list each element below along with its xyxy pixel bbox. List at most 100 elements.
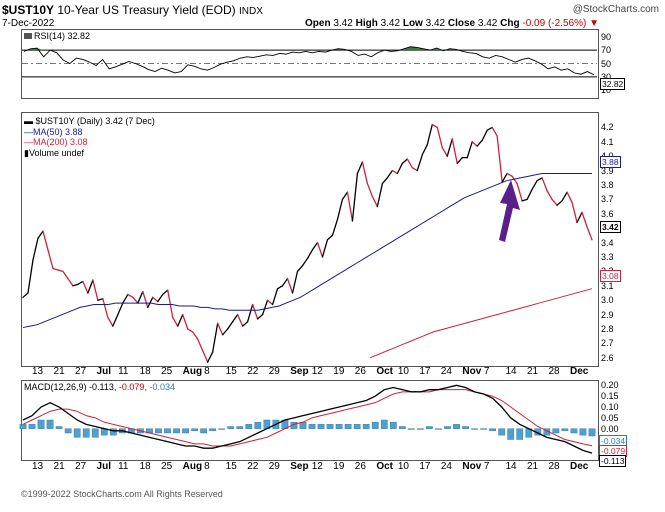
price-segment xyxy=(431,123,438,129)
macd-histogram-bar xyxy=(317,424,325,429)
open-value: 3.42 xyxy=(333,18,353,29)
macd-tick-label: 0.15 xyxy=(601,391,619,402)
macd-line-box: -0.113 xyxy=(599,455,627,467)
price-segment xyxy=(271,288,279,306)
rsi-overbought-fill xyxy=(436,48,444,51)
macd-histogram-bar xyxy=(398,426,406,429)
close-box: 3.42 xyxy=(600,221,621,233)
price-segment xyxy=(82,280,89,294)
price-segment xyxy=(172,316,179,327)
price-segment xyxy=(366,182,374,198)
price-segment xyxy=(436,126,443,149)
price-segment xyxy=(516,182,523,202)
x-tick-label: 24 xyxy=(440,366,452,377)
macd-histogram-bar xyxy=(173,428,180,434)
price-segment xyxy=(37,230,44,239)
price-segment xyxy=(486,126,493,131)
x-tick-label: 19 xyxy=(333,366,345,377)
price-legend: ▬ $UST10Y (Daily) 3.42 (7 Dec) —MA(50) 3… xyxy=(24,116,155,158)
x-tick-label: Aug xyxy=(182,366,203,377)
macd-histogram-bar xyxy=(109,428,117,436)
price-tick-label: 3.6 xyxy=(601,208,614,219)
legend-main: ▬ $UST10Y (Daily) 3.42 (7 Dec) xyxy=(24,116,155,126)
price-segment xyxy=(336,198,344,221)
price-segment xyxy=(296,264,304,273)
x-tick-label: Sep xyxy=(290,461,309,472)
chart-title-row: $UST10Y 10-Year US Treasury Yield (EOD) … xyxy=(2,3,263,19)
ohlc-readout: Open 3.42 High 3.42 Low 3.42 Close 3.42 … xyxy=(305,17,599,31)
x-tick-label: Nov xyxy=(462,366,482,377)
x-tick-label: 19 xyxy=(333,461,345,472)
price-segment xyxy=(187,328,194,333)
price-segment xyxy=(162,289,169,296)
price-segment xyxy=(501,172,508,183)
price-segment xyxy=(301,257,309,267)
x-tick-label: 15 xyxy=(225,366,237,377)
ma200-line xyxy=(369,288,593,359)
price-tick-label: 3.8 xyxy=(601,180,614,190)
price-segment xyxy=(107,316,114,327)
x-tick-label: 28 xyxy=(548,366,560,377)
price-segment xyxy=(451,138,458,165)
rsi-last-box: 32.82 xyxy=(600,78,626,90)
price-segment xyxy=(102,298,109,319)
macd-histogram-bar xyxy=(335,424,343,429)
price-segment xyxy=(476,139,483,147)
price-segment xyxy=(57,269,64,273)
macd-tick-label: 0.00 xyxy=(601,423,619,434)
price-segment xyxy=(97,298,104,301)
price-segment xyxy=(361,161,369,185)
macd-tick-label: 0.20 xyxy=(601,380,619,391)
price-segment xyxy=(441,146,448,157)
price-segment xyxy=(556,200,563,206)
x-tick-label: 7 xyxy=(483,366,490,377)
price-segment xyxy=(92,279,99,301)
copyright-footer: ©1999-2022 StockCharts.com All Rights Re… xyxy=(21,489,223,499)
x-tick-label: 21 xyxy=(53,461,65,472)
price-segment xyxy=(22,292,29,298)
macd-histogram-bar xyxy=(91,428,99,438)
price-tick-label: 2.7 xyxy=(601,338,614,349)
x-tick-label: 14 xyxy=(505,461,517,472)
chg-label: Chg xyxy=(500,18,520,29)
price-segment xyxy=(346,191,354,222)
rsi-tick-label: 90 xyxy=(601,31,612,42)
ma200-box: 3.08 xyxy=(600,270,621,282)
price-tick-label: 2.6 xyxy=(601,352,614,363)
price-segment xyxy=(341,191,349,201)
macd-histogram-bar xyxy=(579,428,587,436)
macd-histogram-bar xyxy=(588,428,596,437)
price-segment xyxy=(47,249,54,270)
price-segment xyxy=(526,188,533,201)
down-triangle-icon: ▼ xyxy=(589,18,599,29)
price-tick-label: 4.2 xyxy=(601,122,614,133)
price-segment xyxy=(182,313,189,330)
price-segment xyxy=(506,172,513,178)
histogram-value: -0.034 xyxy=(149,382,175,392)
macd-histogram-bar xyxy=(200,428,207,434)
legend-ma200: —MA(200) 3.08 xyxy=(24,137,88,147)
x-tick-label: 18 xyxy=(139,366,151,377)
price-segment xyxy=(376,182,384,208)
price-tick-label: 3.4 xyxy=(601,237,614,248)
stockcharts-logo: @StockCharts.com xyxy=(572,4,659,15)
macd-legend: MACD(12,26,9) -0.113, -0.079, -0.034 xyxy=(24,382,175,393)
macd-histogram-bar xyxy=(462,426,469,429)
macd-histogram-bar xyxy=(489,428,497,432)
macd-histogram-bar xyxy=(82,428,90,438)
price-segment xyxy=(386,169,394,179)
price-segment xyxy=(52,267,59,271)
x-tick-label: Dec xyxy=(570,366,589,377)
price-segment xyxy=(122,293,129,304)
x-tick-label: 24 xyxy=(440,461,452,472)
price-segment xyxy=(152,296,159,303)
price-segment xyxy=(62,270,69,280)
legend-volume-label: Volume undef xyxy=(28,147,84,158)
low-label: Low xyxy=(402,18,423,29)
macd-histogram-bar xyxy=(73,428,81,438)
x-tick-label: 26 xyxy=(354,366,366,377)
price-segment xyxy=(466,141,473,159)
price-tick-label: 3.3 xyxy=(601,252,614,262)
price-segment xyxy=(316,241,324,258)
